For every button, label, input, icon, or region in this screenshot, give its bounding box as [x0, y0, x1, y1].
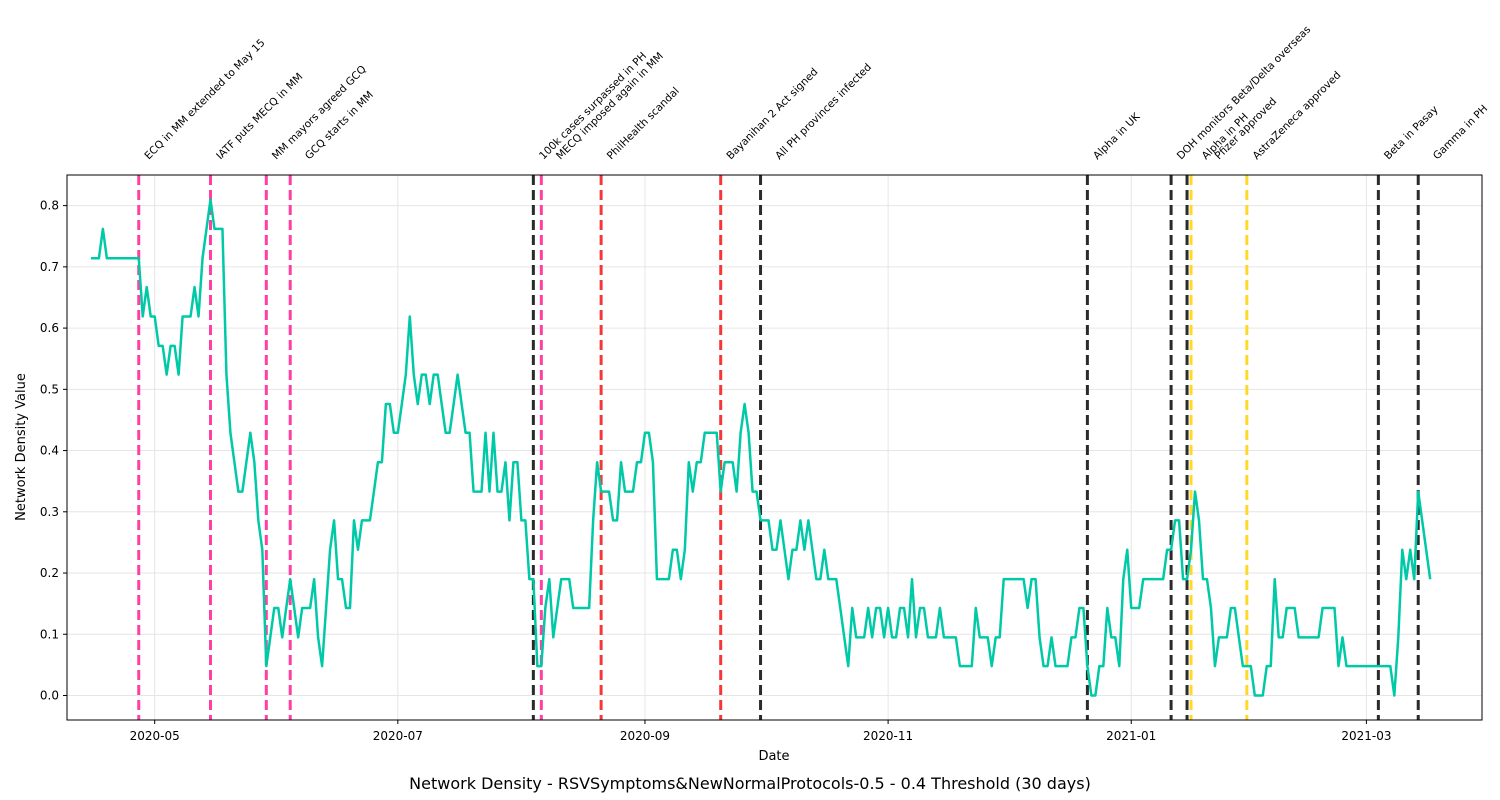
plot-frame	[66, 174, 1483, 721]
x-tick-label: 2020-05	[130, 729, 180, 743]
axis-ticks: 0.0 0.1 0.2 0.3 0.4 0.5 0.6 0.7 0.8 2020-05 2020-0…	[40, 199, 1392, 743]
y-tick-label: 0.2	[40, 566, 59, 580]
y-tick-label: 0.4	[40, 444, 59, 458]
series-layer	[90, 198, 1432, 697]
chart-title: Network Density - RSVSymptoms&NewNormalP…	[409, 774, 1091, 793]
y-tick-label: 0.6	[40, 321, 59, 335]
y-tick-label: 0.0	[40, 689, 59, 703]
x-tick-label: 2020-07	[373, 729, 423, 743]
y-tick-label: 0.5	[40, 382, 59, 396]
y-tick-label: 0.7	[40, 260, 59, 274]
series-line	[90, 198, 1432, 697]
y-tick-label: 0.8	[40, 199, 59, 213]
x-tick-label: 2020-09	[620, 729, 670, 743]
y-tick-label: 0.3	[40, 505, 59, 519]
grid-lines	[67, 175, 1482, 720]
event-lines	[137, 175, 1420, 720]
x-tick-label: 2021-01	[1106, 729, 1156, 743]
x-axis-label: Date	[758, 749, 789, 764]
x-tick-label: 2021-03	[1341, 729, 1391, 743]
y-axis-label: Network Density Value	[14, 373, 29, 521]
x-tick-label: 2020-11	[863, 729, 913, 743]
y-tick-label: 0.1	[40, 627, 59, 641]
